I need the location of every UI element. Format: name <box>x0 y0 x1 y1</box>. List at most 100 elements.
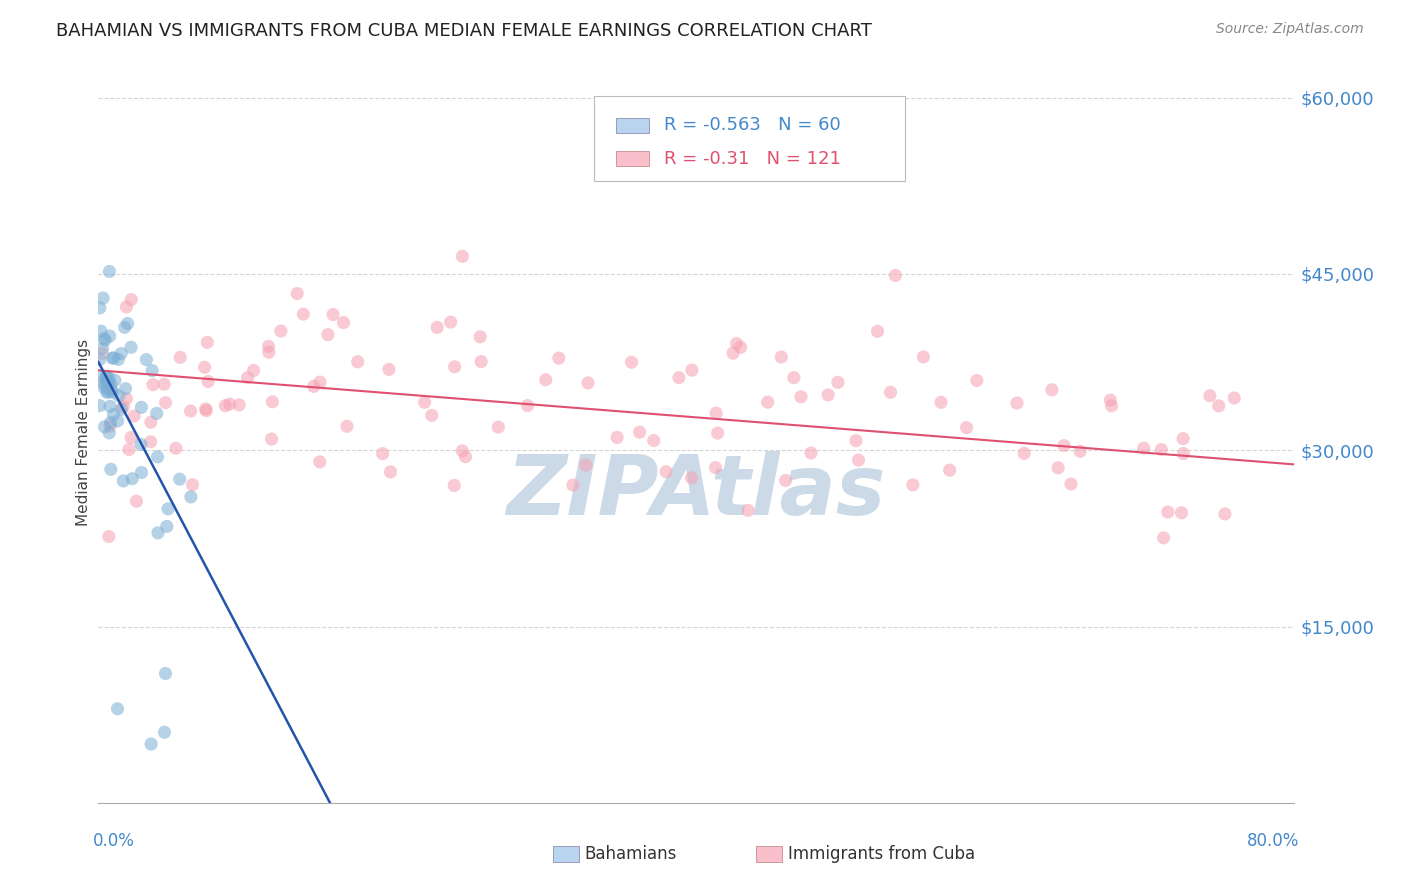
Point <box>534 373 557 387</box>
Point <box>800 446 823 460</box>
Text: R = -0.563   N = 60: R = -0.563 N = 60 <box>664 116 841 135</box>
Point <box>1173 446 1195 460</box>
Point <box>139 737 162 751</box>
FancyBboxPatch shape <box>616 152 650 166</box>
Point <box>725 336 748 351</box>
Text: R = -0.31   N = 121: R = -0.31 N = 121 <box>664 150 841 168</box>
Point <box>141 363 163 377</box>
Point <box>129 437 152 451</box>
Point <box>775 474 797 488</box>
Text: ZIPAtlas: ZIPAtlas <box>506 451 886 533</box>
Point <box>1208 399 1230 413</box>
Point <box>292 307 315 321</box>
Point <box>1012 446 1035 460</box>
Point <box>214 399 236 413</box>
Point <box>316 327 339 342</box>
Point <box>346 355 368 369</box>
Point <box>93 420 115 434</box>
Point <box>236 370 259 384</box>
Point <box>643 434 665 448</box>
Text: Immigrants from Cuba: Immigrants from Cuba <box>787 845 976 863</box>
Point <box>156 519 179 533</box>
Point <box>120 293 142 307</box>
Point <box>98 371 121 385</box>
Point <box>561 478 583 492</box>
Point <box>107 414 129 428</box>
FancyBboxPatch shape <box>595 95 905 181</box>
Point <box>93 380 115 394</box>
Point <box>443 478 465 492</box>
Point <box>100 462 122 476</box>
Point <box>197 375 219 389</box>
Point <box>827 376 849 390</box>
Point <box>89 399 111 413</box>
Text: Bahamians: Bahamians <box>585 845 678 863</box>
Point <box>145 406 167 420</box>
Point <box>451 249 474 263</box>
Point <box>285 286 308 301</box>
Point <box>1157 505 1180 519</box>
Point <box>470 354 492 368</box>
Point <box>486 420 509 434</box>
Point <box>228 398 250 412</box>
Point <box>262 394 284 409</box>
Point <box>120 340 142 354</box>
Point <box>180 404 202 418</box>
Point <box>194 401 217 416</box>
Point <box>322 308 344 322</box>
Point <box>966 374 988 388</box>
Point <box>845 434 868 448</box>
Point <box>575 458 598 473</box>
Point <box>114 382 136 396</box>
Point <box>721 346 744 360</box>
Point <box>955 420 977 434</box>
Point <box>257 345 280 359</box>
Point <box>270 324 292 338</box>
Point <box>547 351 569 365</box>
Point <box>704 460 727 475</box>
Point <box>242 363 264 377</box>
Point <box>195 403 218 417</box>
Point <box>96 376 118 391</box>
Point <box>929 395 952 409</box>
Point <box>516 399 538 413</box>
Point <box>169 472 191 486</box>
Point <box>155 395 177 409</box>
Point <box>1199 389 1222 403</box>
Point <box>97 376 120 390</box>
Point <box>153 725 176 739</box>
Point <box>817 388 839 402</box>
Point <box>1170 506 1192 520</box>
Point <box>122 409 145 423</box>
Point <box>131 466 153 480</box>
Point <box>96 369 118 384</box>
Point <box>135 352 157 367</box>
Point <box>426 320 449 334</box>
Point <box>628 425 651 439</box>
Point <box>783 370 806 384</box>
Point <box>90 324 112 338</box>
Point <box>100 383 122 397</box>
Point <box>131 401 153 415</box>
FancyBboxPatch shape <box>553 846 579 862</box>
Point <box>195 335 218 350</box>
Point <box>454 450 477 464</box>
Point <box>576 376 599 390</box>
Point <box>112 400 135 414</box>
Point <box>103 408 125 422</box>
Point <box>413 395 436 409</box>
Point <box>332 316 354 330</box>
Point <box>181 477 204 491</box>
Point <box>121 472 143 486</box>
Point <box>98 329 121 343</box>
Point <box>153 377 176 392</box>
Point <box>101 385 124 400</box>
Point <box>848 453 870 467</box>
Y-axis label: Median Female Earnings: Median Female Earnings <box>76 339 91 526</box>
Point <box>1099 393 1122 408</box>
Point <box>879 385 901 400</box>
Point <box>114 320 136 334</box>
Point <box>420 409 443 423</box>
Point <box>146 450 169 464</box>
Point <box>100 377 122 392</box>
